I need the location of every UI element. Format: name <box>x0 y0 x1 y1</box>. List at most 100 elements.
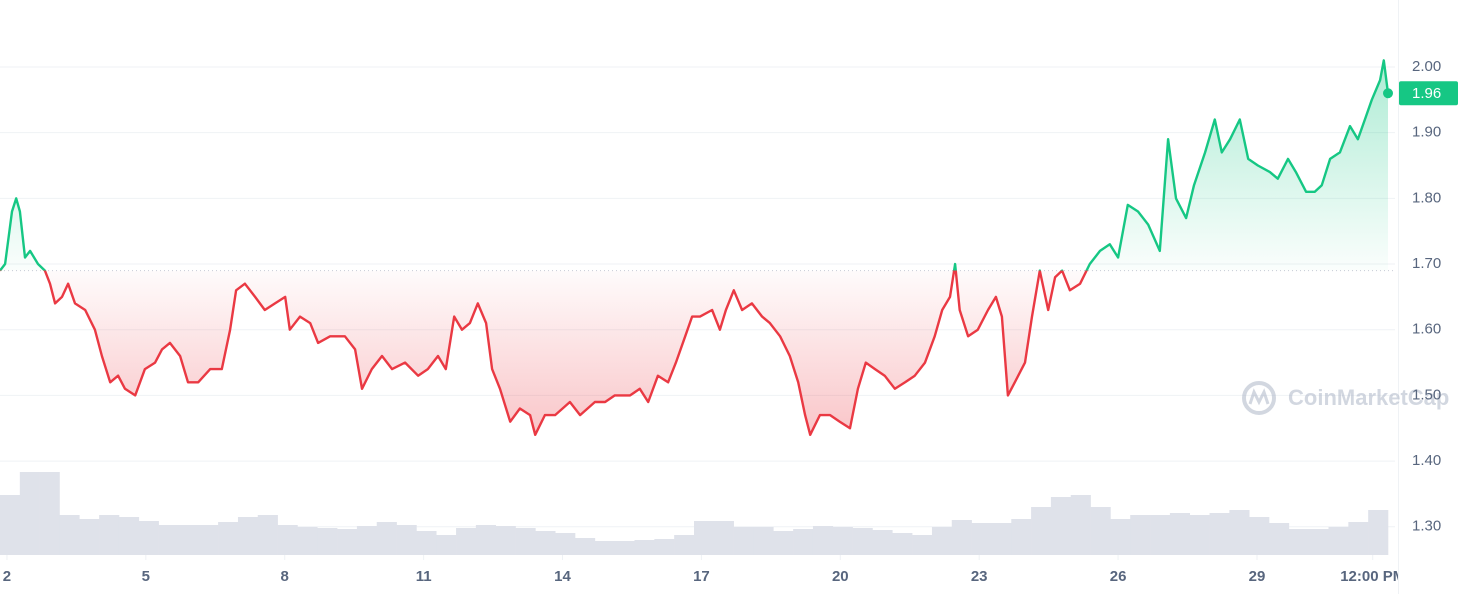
volume-bar <box>1209 513 1230 555</box>
volume-bar <box>1050 497 1072 555</box>
price-tag <box>1399 81 1458 106</box>
volume-bar <box>257 515 278 555</box>
volume-bar <box>634 540 655 555</box>
volume-bar <box>694 521 715 555</box>
volume-bar <box>99 515 120 555</box>
volume-bar <box>812 526 834 555</box>
volume-bar <box>1130 515 1151 555</box>
volume-bar <box>931 527 953 555</box>
volume-bar <box>317 528 338 555</box>
volume-bar <box>872 530 893 555</box>
y-tick-label: 2.00 <box>1412 58 1441 75</box>
volume-bar <box>912 535 933 555</box>
y-tick-label: 1.50 <box>1412 386 1441 403</box>
volume-bar <box>575 538 596 555</box>
volume-bar <box>158 525 179 555</box>
volume-bar <box>793 529 814 555</box>
volume-bar <box>337 529 358 555</box>
watermark-logo <box>1248 388 1270 406</box>
volume-bar <box>852 528 873 555</box>
volume-bar <box>237 517 259 555</box>
volume-bar <box>356 526 378 555</box>
x-tick-label: 2 <box>3 568 11 585</box>
volume-bar <box>713 521 734 555</box>
last-point <box>1383 88 1393 99</box>
volume-bar <box>555 533 576 555</box>
volume-bar <box>1249 517 1270 555</box>
x-tick-label: 12:00 PM <box>1340 568 1405 585</box>
volume-bar <box>19 472 40 555</box>
volume-bar <box>515 528 536 555</box>
volume-bar <box>773 531 794 555</box>
x-tick-label: 20 <box>832 568 849 585</box>
x-tick-label: 8 <box>281 568 289 585</box>
volume-bar <box>1189 515 1210 555</box>
volume-bar <box>1368 510 1389 555</box>
x-tick-label: 26 <box>1110 568 1127 585</box>
volume-bar <box>753 527 774 555</box>
volume-bar <box>495 526 516 555</box>
volume-bar <box>951 520 972 555</box>
volume-bar <box>297 527 318 555</box>
volume-bar <box>1031 507 1052 555</box>
volume-bar <box>0 495 21 555</box>
volume-bar <box>1169 513 1191 555</box>
volume-bar <box>436 535 457 555</box>
volume-bar <box>396 525 417 555</box>
volume-bar <box>1090 507 1111 555</box>
volume-bar <box>1070 495 1091 555</box>
volume-bar <box>1288 529 1309 555</box>
volume-bar <box>594 541 615 555</box>
volume-bar <box>198 525 219 555</box>
volume-bar <box>1229 510 1250 555</box>
volume-bar <box>416 531 437 555</box>
x-tick-label: 29 <box>1249 568 1266 585</box>
volume-bar <box>277 525 298 555</box>
x-tick-label: 23 <box>971 568 988 585</box>
watermark: CoinMarketCap <box>1242 381 1449 415</box>
volume-bar <box>1110 519 1131 555</box>
price-line <box>0 59 1390 436</box>
volume-bar <box>892 533 913 555</box>
x-tick-label: 14 <box>554 568 571 585</box>
volume-bar <box>733 527 754 555</box>
volume-bar <box>1150 515 1171 555</box>
volume-bar <box>991 523 1012 555</box>
y-tick-label: 1.40 <box>1412 452 1441 469</box>
volume-bar <box>118 517 140 555</box>
price-tag-label: 1.96 <box>1412 85 1441 102</box>
volume-bar <box>138 521 159 555</box>
volume-bar <box>654 539 675 555</box>
volume-bar <box>376 522 397 555</box>
volume-bar <box>1269 523 1290 555</box>
volume-bars <box>0 472 1389 555</box>
volume-bar <box>79 519 100 555</box>
price-line <box>0 59 1393 436</box>
volume-bar <box>1011 519 1032 555</box>
y-tick-label: 1.90 <box>1412 124 1441 141</box>
volume-bar <box>178 525 199 555</box>
watermark-logo <box>1242 381 1276 415</box>
price-area <box>0 60 1388 435</box>
x-tick-label: 5 <box>142 568 150 585</box>
axes: 1.30 1.40 1.50 1.60 1.70 1.80 1.90 2.00 2 5 8 11 14 1… <box>3 58 1458 585</box>
y-tick-label: 1.30 <box>1412 518 1441 535</box>
volume-bar <box>1348 522 1369 555</box>
volume-bar <box>971 523 992 555</box>
y-tick-label: 1.80 <box>1412 189 1441 206</box>
volume-bar <box>475 525 497 555</box>
volume-bar <box>1328 527 1349 555</box>
volume-bar <box>614 541 635 555</box>
volume-bar <box>535 531 556 555</box>
volume-bar <box>832 527 853 555</box>
x-tick-label: 11 <box>416 568 432 585</box>
volume-bar <box>456 528 477 555</box>
y-tick-label: 1.60 <box>1412 321 1441 338</box>
volume-bar <box>218 522 239 555</box>
volume-bar <box>39 472 60 555</box>
volume-bar <box>674 535 695 555</box>
volume-bar <box>59 515 80 555</box>
x-tick-label: 17 <box>693 568 710 585</box>
volume-bar <box>1308 529 1329 555</box>
